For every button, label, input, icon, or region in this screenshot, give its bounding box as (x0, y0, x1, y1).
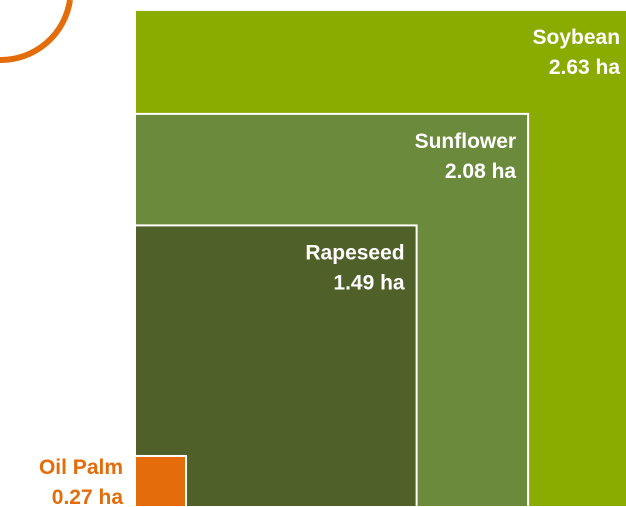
category-label: Soybean (533, 26, 621, 49)
value-label: 2.63 ha (549, 56, 621, 79)
value-label: 1.49 ha (333, 271, 405, 294)
square (134, 454, 188, 507)
decorative-arc (0, 0, 73, 64)
category-label: Oil Palm (39, 456, 123, 479)
value-label: 2.08 ha (445, 160, 517, 183)
value-label: 0.27 ha (52, 486, 124, 507)
category-label: Sunflower (415, 130, 517, 153)
category-label: Rapeseed (305, 241, 404, 264)
